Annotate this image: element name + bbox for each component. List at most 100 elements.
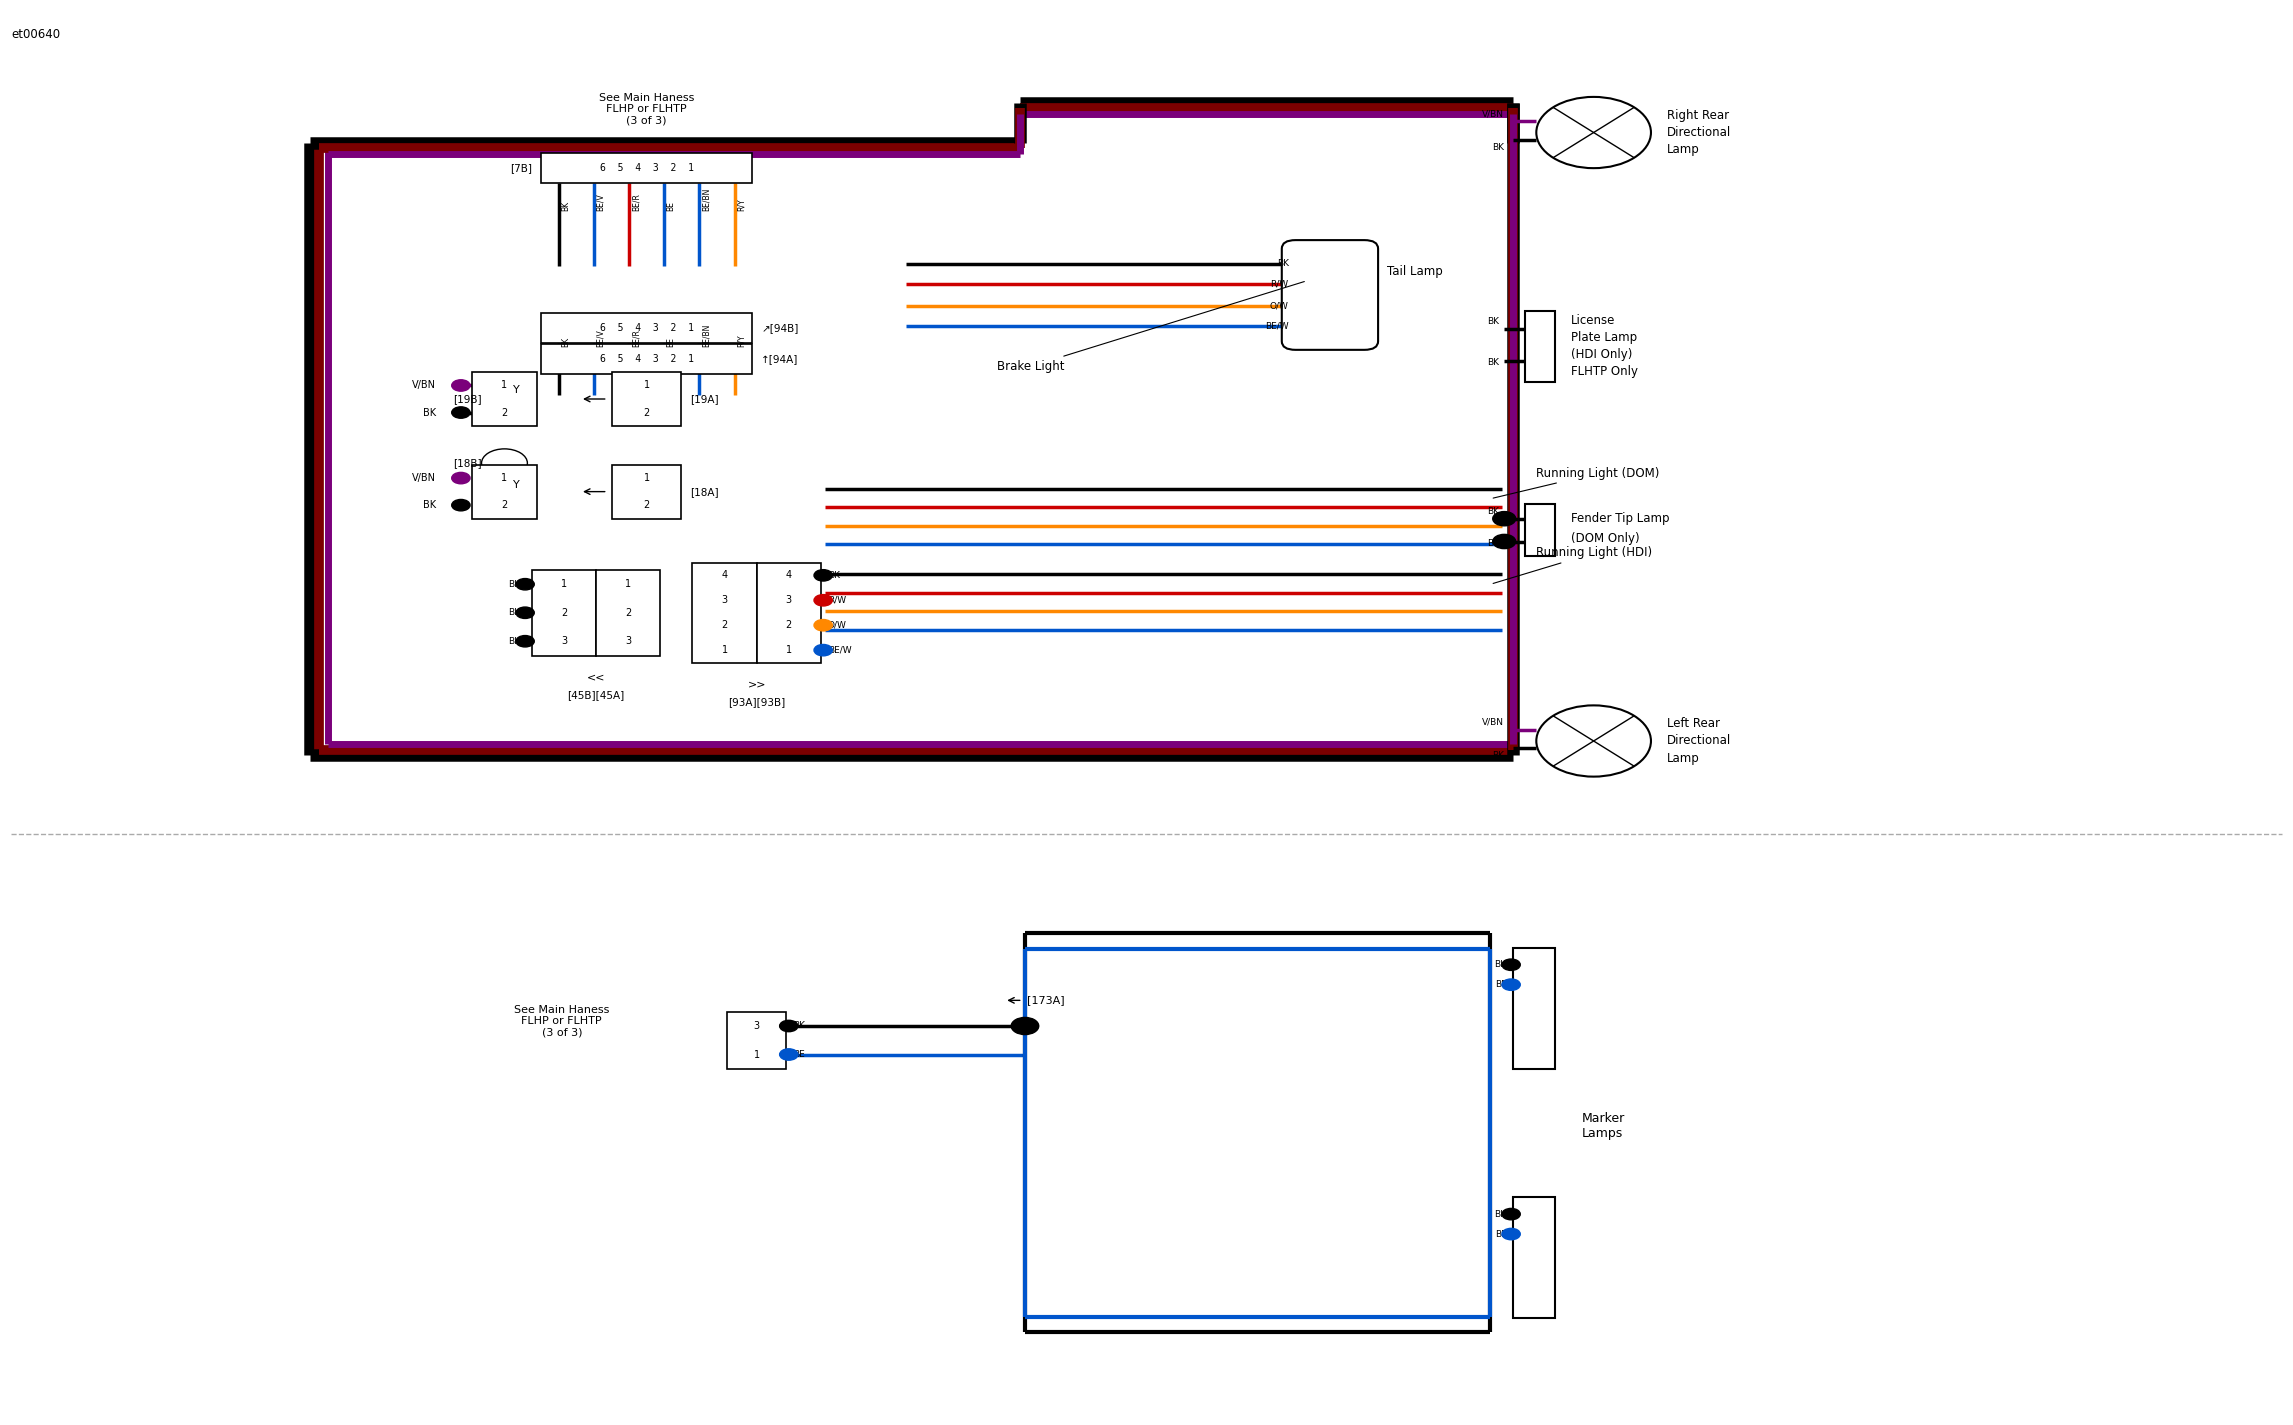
FancyBboxPatch shape xyxy=(1513,948,1555,1069)
Text: Marker
Lamps: Marker Lamps xyxy=(1582,1112,1626,1140)
Circle shape xyxy=(814,594,832,606)
Text: Y: Y xyxy=(514,479,518,490)
Circle shape xyxy=(1502,1228,1520,1240)
Circle shape xyxy=(814,644,832,656)
Text: 6  5  4  3  2  1: 6 5 4 3 2 1 xyxy=(601,322,692,333)
Circle shape xyxy=(1536,705,1651,777)
Text: O/W: O/W xyxy=(1270,302,1289,311)
Circle shape xyxy=(814,570,832,581)
Text: Fender Tip Lamp: Fender Tip Lamp xyxy=(1571,512,1669,526)
FancyBboxPatch shape xyxy=(541,154,752,184)
Text: Right Rear: Right Rear xyxy=(1667,108,1729,123)
Circle shape xyxy=(452,499,470,512)
Text: O/W: O/W xyxy=(828,621,846,630)
Text: 1: 1 xyxy=(754,1049,759,1060)
Circle shape xyxy=(452,473,470,485)
Text: Running Light (DOM): Running Light (DOM) xyxy=(1493,466,1660,499)
FancyBboxPatch shape xyxy=(757,563,821,663)
Text: BK: BK xyxy=(1493,142,1504,151)
Text: BK: BK xyxy=(562,201,571,211)
Text: [7B]: [7B] xyxy=(509,162,532,174)
Text: BE/R: BE/R xyxy=(631,329,640,348)
Text: 2: 2 xyxy=(786,620,791,630)
FancyBboxPatch shape xyxy=(1282,239,1378,349)
Circle shape xyxy=(780,1020,798,1032)
Text: et00640: et00640 xyxy=(11,28,60,41)
FancyBboxPatch shape xyxy=(541,343,752,375)
Text: [93A][93B]: [93A][93B] xyxy=(729,697,784,707)
Text: 2: 2 xyxy=(502,500,507,510)
Text: BK: BK xyxy=(509,580,521,589)
Circle shape xyxy=(1502,979,1520,990)
Text: 3: 3 xyxy=(722,596,727,606)
Text: BK: BK xyxy=(422,408,436,418)
Text: See Main Haness
FLHP or FLHTP
(3 of 3): See Main Haness FLHP or FLHTP (3 of 3) xyxy=(514,1005,610,1037)
Text: BE/BN: BE/BN xyxy=(702,323,711,348)
Text: 1: 1 xyxy=(562,579,566,590)
Text: Y: Y xyxy=(514,385,518,396)
Text: BE/R: BE/R xyxy=(631,192,640,211)
Text: (DOM Only): (DOM Only) xyxy=(1571,532,1639,546)
Text: 2: 2 xyxy=(562,607,566,618)
Text: BK: BK xyxy=(828,571,839,580)
Circle shape xyxy=(452,380,470,392)
Circle shape xyxy=(482,449,527,477)
Text: >>: >> xyxy=(748,680,766,690)
Text: R/Y: R/Y xyxy=(736,335,745,348)
FancyBboxPatch shape xyxy=(532,570,596,656)
Text: 4: 4 xyxy=(786,570,791,580)
Text: FLHTP Only: FLHTP Only xyxy=(1571,365,1637,379)
Circle shape xyxy=(452,408,470,419)
Circle shape xyxy=(516,636,534,647)
Text: 4: 4 xyxy=(722,570,727,580)
Text: 3: 3 xyxy=(786,596,791,606)
Text: BK: BK xyxy=(509,608,521,617)
FancyBboxPatch shape xyxy=(612,465,681,519)
Text: BE/W: BE/W xyxy=(1266,322,1289,331)
Text: 3: 3 xyxy=(754,1020,759,1032)
Text: <<: << xyxy=(587,673,605,683)
Text: BE/BN: BE/BN xyxy=(702,187,711,211)
Text: BE/V: BE/V xyxy=(596,192,605,211)
Text: R/W: R/W xyxy=(1270,279,1289,288)
Circle shape xyxy=(1502,1208,1520,1220)
Text: (HDI Only): (HDI Only) xyxy=(1571,348,1633,362)
Text: 2: 2 xyxy=(722,620,727,630)
FancyBboxPatch shape xyxy=(1525,311,1555,382)
Text: BK: BK xyxy=(1277,259,1289,268)
Text: BK: BK xyxy=(1488,358,1500,366)
Circle shape xyxy=(516,579,534,590)
Text: Directional: Directional xyxy=(1667,734,1731,748)
Text: 1: 1 xyxy=(644,380,649,390)
FancyBboxPatch shape xyxy=(472,372,537,426)
Text: R/W: R/W xyxy=(828,596,846,604)
Text: BK: BK xyxy=(509,637,521,646)
Text: 1: 1 xyxy=(626,579,631,590)
Text: ↗[94B]: ↗[94B] xyxy=(761,322,798,333)
Text: BK: BK xyxy=(562,336,571,348)
Text: V/BN: V/BN xyxy=(413,473,436,483)
Text: Lamp: Lamp xyxy=(1667,142,1699,157)
Text: V/BN: V/BN xyxy=(1481,718,1504,727)
Text: 1: 1 xyxy=(502,473,507,483)
Text: License: License xyxy=(1571,314,1614,328)
Circle shape xyxy=(1502,959,1520,970)
FancyBboxPatch shape xyxy=(692,563,757,663)
Text: BE: BE xyxy=(1495,980,1507,989)
Text: 6  5  4  3  2  1: 6 5 4 3 2 1 xyxy=(601,162,692,174)
FancyBboxPatch shape xyxy=(612,372,681,426)
Text: [19B]: [19B] xyxy=(454,393,482,405)
FancyBboxPatch shape xyxy=(596,570,660,656)
Text: BE/W: BE/W xyxy=(828,646,851,654)
Text: 2: 2 xyxy=(644,500,649,510)
Text: [19A]: [19A] xyxy=(690,393,718,405)
Text: BK: BK xyxy=(1495,1210,1507,1218)
FancyBboxPatch shape xyxy=(727,1012,786,1069)
Text: BE: BE xyxy=(793,1050,805,1059)
Text: [173A]: [173A] xyxy=(1027,995,1064,1006)
Text: V/BN: V/BN xyxy=(1481,110,1504,118)
Text: 3: 3 xyxy=(626,636,631,647)
Text: BE: BE xyxy=(667,338,676,348)
Text: BK: BK xyxy=(1495,960,1507,969)
Text: Running Light (HDI): Running Light (HDI) xyxy=(1493,546,1653,583)
